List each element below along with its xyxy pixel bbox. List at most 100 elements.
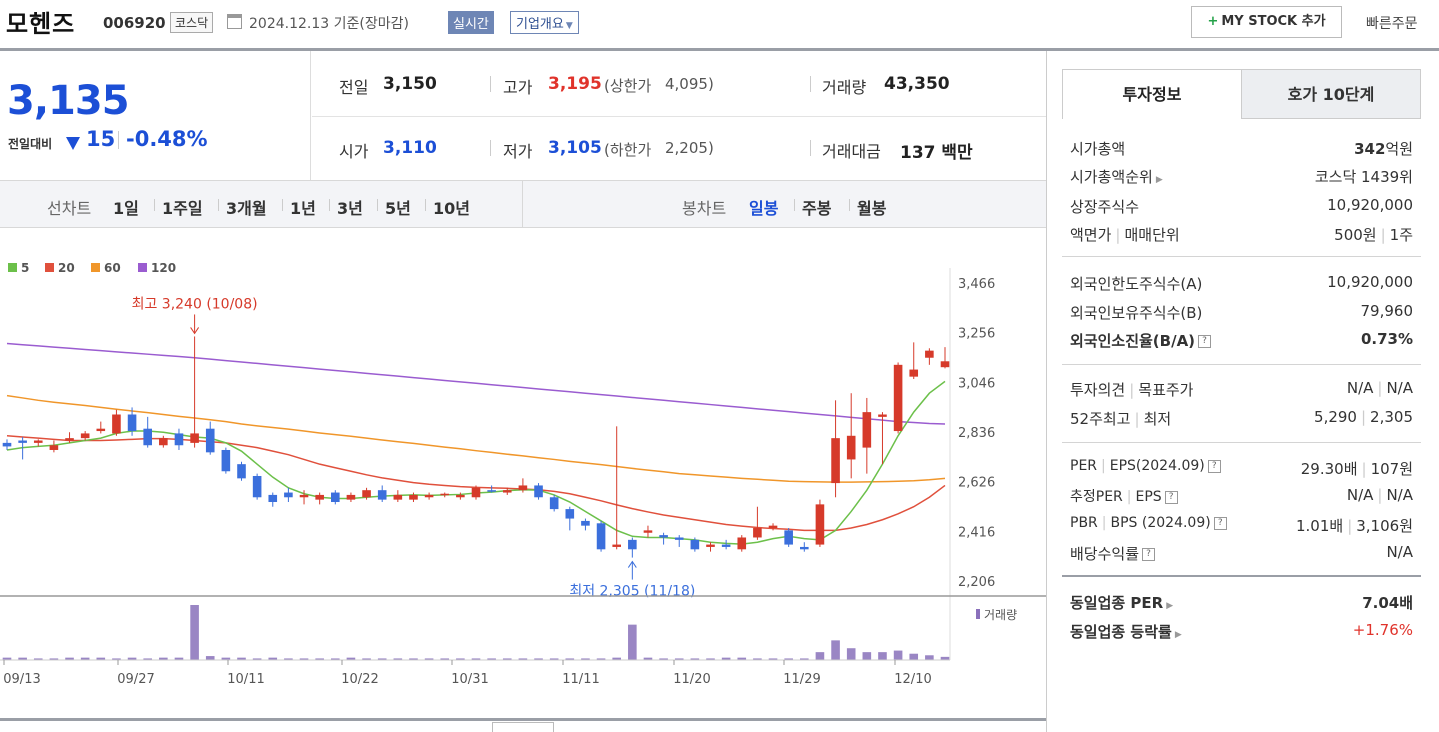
candle-body: [831, 438, 840, 484]
pbr-row: PBR | BPS (2024.09)? 1.01배 | 3,106원: [1070, 515, 1413, 535]
volume-bar: [628, 624, 637, 660]
prev-close-value: 3,150: [383, 74, 437, 94]
est-per-row: 추정PER | EPS? N/A | N/A: [1070, 486, 1413, 505]
candle-tab-1[interactable]: 주봉: [802, 199, 832, 218]
help-icon[interactable]: ?: [1164, 490, 1178, 504]
volume-bar: [284, 658, 293, 660]
price-chart[interactable]: 5 20 60 120 3,466 3,256 3,046 2,836 2,626 2,416 2,…: [0, 228, 1046, 720]
prev-close-label: 전일: [339, 78, 369, 97]
candle-body: [205, 428, 215, 453]
tab-order-10[interactable]: 호가 10단계: [1241, 69, 1421, 119]
period-tab-2[interactable]: 3개월: [226, 199, 267, 218]
target-label: 목표주가: [1138, 381, 1194, 399]
candle-body: [659, 535, 668, 538]
period-tab-4[interactable]: 3년: [337, 199, 363, 218]
divider: [810, 76, 811, 92]
max-arrowhead: [190, 327, 200, 335]
par-value: 500원: [1334, 226, 1377, 244]
candle-tab-2[interactable]: 월봉: [857, 199, 887, 218]
mcap-value: 342억원: [1354, 138, 1413, 159]
period-tab-6[interactable]: 10년: [433, 199, 470, 218]
par-unit-values: 500원 | 1주: [1334, 226, 1413, 244]
volume-bar: [831, 640, 840, 660]
candle-body: [690, 539, 700, 550]
eps-label: EPS(2024.09): [1109, 458, 1205, 474]
target-value: N/A: [1386, 379, 1413, 397]
candle-body: [471, 487, 481, 498]
sector-per-row[interactable]: 동일업종 PER ▶ 7.04배: [1070, 592, 1413, 613]
help-icon[interactable]: ?: [1142, 548, 1156, 561]
candle-body: [628, 539, 637, 550]
candle-body: [159, 438, 168, 446]
company-info-dropdown[interactable]: 기업개요 ▼: [510, 11, 579, 34]
dividend-row: 배당수익률? N/A: [1070, 543, 1413, 564]
foreign-rate-label: 외국인소진율(B/A): [1070, 332, 1196, 350]
chart-resize-handle[interactable]: [492, 722, 554, 732]
invest-info-table: 시가총액 342억원 시가총액순위 ▶ 코스닥 1439위 상장주식수 10,920,0…: [1062, 130, 1421, 670]
volume-bar: [159, 657, 168, 660]
volume-bar: [221, 657, 231, 660]
pbr-value: 1.01배: [1295, 517, 1344, 535]
legend-label: 60: [104, 261, 121, 275]
divider: [282, 199, 283, 211]
par-row: 액면가 | 매매단위 500원 | 1주: [1070, 226, 1413, 244]
volume-bar: [331, 658, 340, 660]
candle-body: [299, 494, 309, 498]
legend-swatch: [91, 263, 100, 272]
candle-body: [768, 525, 778, 529]
candle-body: [377, 490, 387, 500]
volume-bar: [518, 658, 528, 660]
x-tick-label: 10/31: [451, 672, 488, 687]
w52-high-value: 5,290: [1314, 408, 1357, 426]
lower-limit-label: (하한가: [604, 141, 652, 159]
period-tab-0[interactable]: 1일: [113, 199, 139, 218]
candle-body: [268, 494, 278, 503]
chevron-right-icon: ▶: [1155, 175, 1163, 185]
stock-name: 모헨즈: [6, 10, 76, 38]
volume-bar: [909, 653, 919, 660]
down-triangle-icon: [66, 137, 80, 150]
foreign-limit-label: 외국인한도주식수(A): [1070, 275, 1203, 293]
volume-bar: [581, 658, 590, 660]
candle-body: [909, 369, 919, 377]
help-icon[interactable]: ?: [1213, 516, 1227, 530]
help-icon[interactable]: ?: [1207, 459, 1221, 473]
candle-body: [456, 494, 465, 498]
candle-body: [65, 438, 74, 441]
amount-label: 거래대금: [822, 142, 881, 161]
pbr-values: 1.01배 | 3,106원: [1295, 517, 1413, 535]
realtime-button[interactable]: 실시간: [448, 11, 494, 34]
per-value: 29.30배: [1300, 460, 1358, 478]
foreign-hold-label: 외국인보유주식수(B): [1070, 304, 1203, 322]
period-tab-5[interactable]: 5년: [385, 199, 411, 218]
volume-bar: [643, 657, 653, 660]
candle-body: [96, 428, 106, 432]
volume-bar: [690, 658, 700, 660]
sector-rate-row[interactable]: 동일업종 등락률 ▶ +1.76%: [1070, 621, 1413, 642]
period-tab-1[interactable]: 1주일: [162, 199, 203, 218]
plus-icon: +: [1207, 14, 1219, 29]
volume-bar: [346, 657, 356, 660]
volume-bar: [549, 658, 559, 660]
base-date: 2024.12.13 기준(장마감): [249, 16, 409, 32]
candle-body: [174, 433, 184, 446]
candle-body: [424, 494, 434, 498]
candle-body: [862, 412, 872, 448]
volume-bar: [174, 657, 184, 660]
mcap-rank-row[interactable]: 시가총액순위 ▶ 코스닥 1439위: [1070, 166, 1413, 187]
help-icon[interactable]: ?: [1198, 335, 1212, 348]
volume-label: 거래량: [822, 78, 867, 97]
y-tick-label: 3,046: [958, 376, 995, 391]
volume-bar: [127, 657, 137, 660]
tab-invest-info[interactable]: 투자정보: [1062, 69, 1242, 119]
candle-body: [800, 546, 809, 550]
divider: [849, 199, 850, 211]
volume-bar: [659, 658, 668, 660]
period-tab-3[interactable]: 1년: [290, 199, 316, 218]
quick-order-link[interactable]: 빠른주문: [1366, 16, 1418, 32]
add-mystock-button[interactable]: + MY STOCK 추가: [1191, 6, 1342, 38]
y-tick-label: 3,256: [958, 327, 995, 342]
x-tick-label: 09/27: [117, 672, 154, 687]
candle-tab-0[interactable]: 일봉: [749, 199, 779, 218]
volume-bar: [393, 658, 403, 660]
